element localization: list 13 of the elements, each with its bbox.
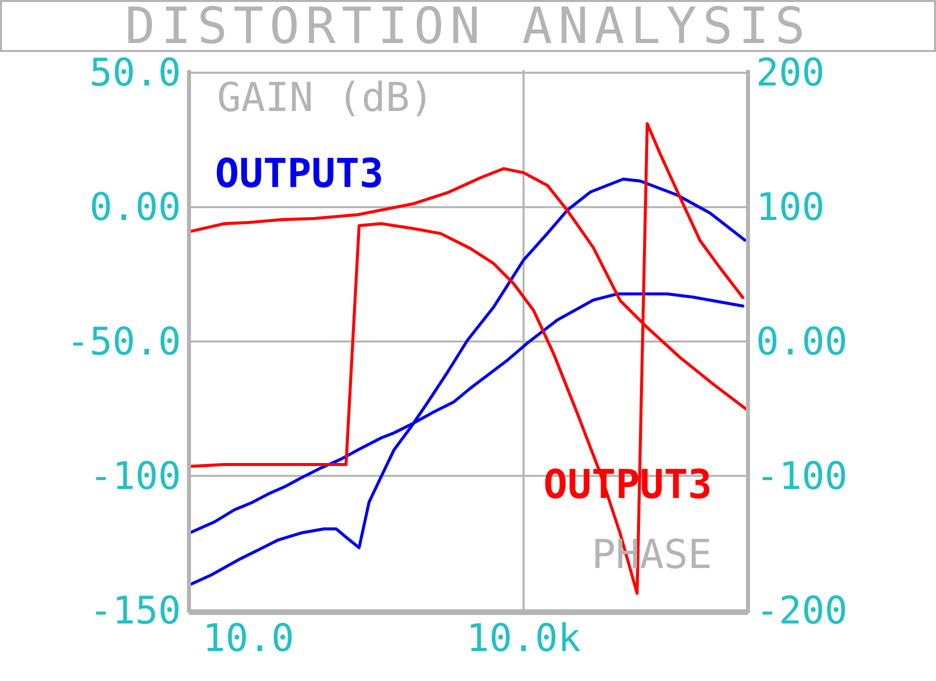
y-tick-label: -150 [89,588,181,632]
chart-title: DISTORTION ANALYSIS [0,0,936,55]
text: OUTPUT3 [215,151,384,197]
x-tick-label: 10.0 [202,616,294,660]
y2-tick-label: -200 [756,588,848,632]
y-tick-label: 0.00 [89,185,181,230]
y-tick-label: -100 [89,454,181,498]
y-axis-title: GAIN (dB) [217,75,434,121]
y2-tick-label: -100 [756,454,848,498]
y2-tick-label: 100 [756,185,825,230]
y-tick-label: -50.0 [66,320,181,364]
y2-tick-label: 0.00 [756,320,848,364]
x-tick-label: 10.0k [466,616,581,660]
